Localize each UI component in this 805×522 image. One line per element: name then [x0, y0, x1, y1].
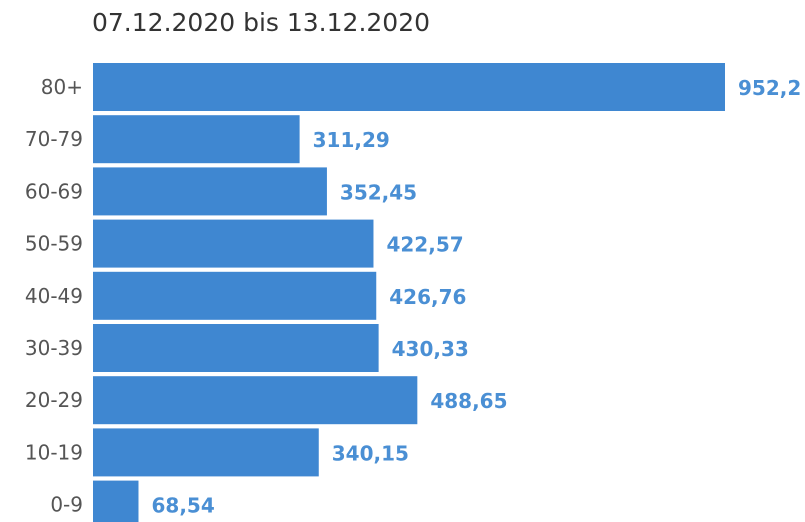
category-label-50-59: 50-59: [25, 232, 83, 256]
value-label-70-79: 311,29: [313, 128, 390, 152]
value-label-30-39: 430,33: [392, 337, 469, 361]
bar-10-19: [93, 428, 319, 477]
category-label-60-69: 60-69: [25, 179, 83, 203]
chart-title: 07.12.2020 bis 13.12.2020: [92, 8, 431, 37]
value-labels: 952,2 311,29 352,45 422,57 426,76 430,33 488,6…: [151, 76, 801, 518]
category-label-40-49: 40-49: [25, 284, 83, 308]
bar-30-39: [93, 324, 379, 372]
category-label-10-19: 10-19: [25, 440, 83, 464]
value-label-80+: 952,2: [738, 76, 801, 100]
value-label-10-19: 340,15: [332, 441, 409, 465]
value-label-20-29: 488,65: [430, 389, 507, 413]
bar-20-29: [93, 376, 418, 425]
category-axis-labels: 80+ 70-79 60-69 50-59 40-49 30-39 20-29 10-19 0-…: [25, 75, 83, 517]
category-label-0-9: 0-9: [50, 493, 83, 517]
bars-group: [93, 63, 725, 522]
value-label-40-49: 426,76: [389, 285, 466, 309]
value-label-0-9: 68,54: [151, 494, 214, 518]
value-label-60-69: 352,45: [340, 180, 417, 204]
category-label-70-79: 70-79: [25, 127, 83, 151]
category-label-20-29: 20-29: [25, 388, 83, 412]
bar-0-9: [93, 480, 139, 522]
bar-60-69: [93, 167, 327, 216]
bar-40-49: [93, 271, 377, 320]
bar-50-59: [93, 219, 374, 268]
value-label-50-59: 422,57: [386, 233, 463, 257]
bar-70-79: [93, 115, 300, 164]
category-label-80+: 80+: [41, 75, 83, 99]
bar-80+: [93, 63, 725, 111]
category-label-30-39: 30-39: [25, 336, 83, 360]
